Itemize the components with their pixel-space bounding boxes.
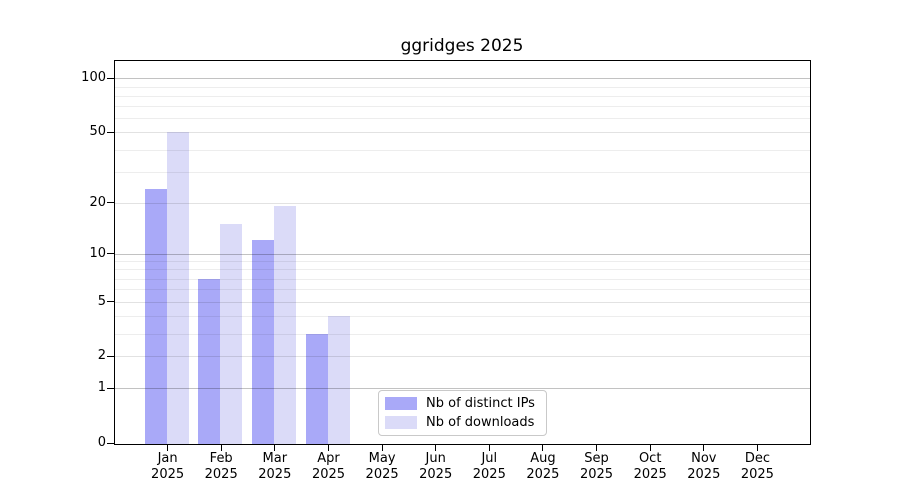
y-gridline-9 bbox=[115, 261, 810, 263]
y-tick-label-0: 0 bbox=[97, 435, 106, 450]
x-tick-mark-aug bbox=[542, 445, 544, 451]
x-tick-label-may: May 2025 bbox=[365, 451, 399, 482]
y-tick-mark-50 bbox=[107, 131, 114, 133]
y-gridline-50 bbox=[115, 132, 810, 134]
legend-swatch-downloads bbox=[385, 416, 417, 429]
x-tick-label-oct: Oct 2025 bbox=[633, 451, 667, 482]
y-tick-label-20: 20 bbox=[89, 194, 106, 210]
bar-downloads-mar bbox=[273, 206, 296, 444]
y-gridline-1 bbox=[115, 388, 810, 390]
x-tick-mark-feb bbox=[220, 445, 222, 451]
y-gridline-3 bbox=[115, 333, 810, 335]
x-tick-mark-may bbox=[381, 445, 383, 451]
y-gridline-30 bbox=[115, 171, 810, 173]
x-tick-label-sep: Sep 2025 bbox=[579, 451, 614, 482]
y-tick-label-50: 50 bbox=[89, 124, 106, 140]
y-tick-mark-1 bbox=[107, 387, 114, 389]
y-gridline-10 bbox=[115, 253, 810, 255]
x-tick-label-dec: Dec 2025 bbox=[740, 451, 774, 482]
y-gridline-8 bbox=[115, 269, 810, 271]
y-tick-mark-0 bbox=[107, 442, 114, 444]
legend-label-distinct-ips: Nb of distinct IPs bbox=[426, 396, 535, 411]
y-tick-mark-20 bbox=[107, 202, 114, 203]
bar-downloads-jan bbox=[166, 132, 189, 444]
y-tick-mark-5 bbox=[107, 301, 114, 302]
y-tick-label-10: 10 bbox=[89, 245, 106, 261]
y-gridline-2 bbox=[115, 356, 810, 358]
x-tick-label-jan: Jan 2025 bbox=[151, 451, 185, 482]
plot-area bbox=[114, 60, 811, 445]
x-tick-mark-sep bbox=[596, 445, 597, 451]
x-tick-mark-jul bbox=[488, 445, 490, 451]
y-gridline-40 bbox=[115, 149, 810, 151]
y-gridline-80 bbox=[115, 95, 810, 97]
y-tick-label-5: 5 bbox=[97, 293, 106, 309]
x-tick-mark-oct bbox=[649, 445, 651, 451]
y-tick-label-2: 2 bbox=[97, 348, 106, 364]
x-tick-label-feb: Feb 2025 bbox=[204, 451, 238, 482]
x-tick-mark-dec bbox=[756, 445, 758, 451]
x-tick-mark-jun bbox=[435, 445, 437, 451]
y-gridline-70 bbox=[115, 106, 810, 108]
x-tick-label-jul: Jul 2025 bbox=[472, 451, 506, 482]
bar-distinct-ips-mar bbox=[251, 240, 274, 444]
y-gridline-60 bbox=[115, 118, 810, 120]
y-gridline-4 bbox=[115, 315, 810, 317]
bar-downloads-apr bbox=[327, 315, 350, 444]
x-tick-mark-nov bbox=[703, 445, 705, 451]
x-tick-mark-jan bbox=[167, 445, 169, 451]
y-tick-mark-10 bbox=[107, 253, 114, 255]
legend-label-downloads: Nb of downloads bbox=[426, 415, 535, 430]
x-tick-label-nov: Nov 2025 bbox=[687, 451, 721, 482]
y-gridline-5 bbox=[115, 301, 810, 303]
x-tick-label-apr: Apr 2025 bbox=[311, 451, 346, 482]
bar-distinct-ips-feb bbox=[198, 278, 221, 444]
y-gridline-20 bbox=[115, 202, 810, 204]
x-tick-label-aug: Aug 2025 bbox=[526, 451, 560, 482]
x-tick-label-jun: Jun 2025 bbox=[419, 451, 453, 482]
y-tick-label-100: 100 bbox=[81, 70, 106, 86]
legend-swatch-distinct-ips bbox=[385, 397, 417, 410]
legend-item-downloads: Nb of downloads bbox=[385, 415, 540, 430]
x-tick-mark-mar bbox=[274, 445, 276, 451]
x-tick-label-mar: Mar 2025 bbox=[258, 451, 292, 482]
x-tick-mark-apr bbox=[328, 445, 329, 451]
y-tick-mark-100 bbox=[107, 77, 114, 79]
legend-box: Nb of distinct IPs Nb of downloads bbox=[378, 390, 547, 436]
y-gridline-90 bbox=[115, 86, 810, 88]
y-tick-mark-2 bbox=[107, 355, 114, 357]
legend-item-distinct-ips: Nb of distinct IPs bbox=[385, 396, 540, 411]
y-gridline-100 bbox=[115, 78, 810, 80]
y-tick-label-1: 1 bbox=[97, 380, 106, 396]
y-gridline-6 bbox=[115, 289, 810, 291]
chart-title: ggridges 2025 bbox=[400, 36, 524, 56]
y-gridline-7 bbox=[115, 278, 810, 280]
